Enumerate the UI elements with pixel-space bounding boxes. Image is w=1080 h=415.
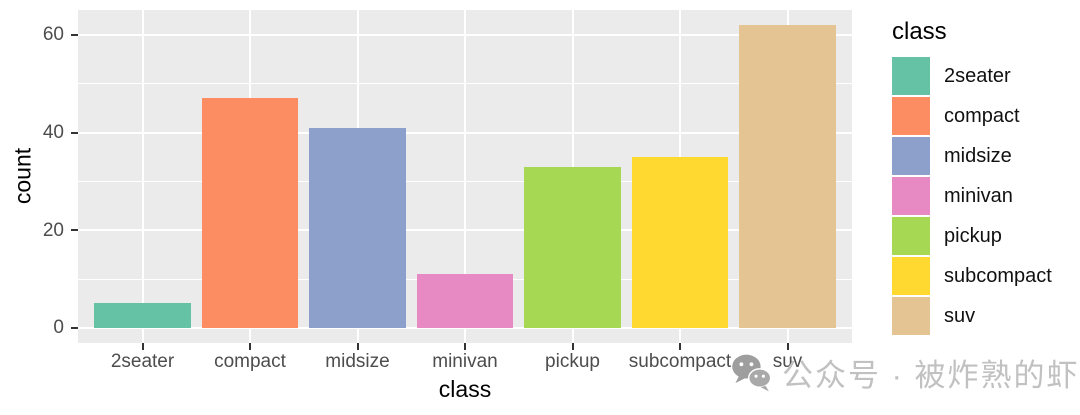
legend-key-suv [892, 297, 930, 335]
legend-title: class [892, 18, 947, 45]
legend-label: suv [944, 304, 976, 327]
legend: class 2seater compact midsize minivan pickup… [892, 18, 1052, 337]
y-axis-tick [71, 326, 78, 329]
watermark: 公众号 · 被炸熟的虾 [729, 350, 1080, 395]
legend-entries: 2seater compact midsize minivan pickup subcom… [892, 57, 1052, 335]
bar-midsize [309, 127, 406, 328]
wechat-icon [732, 354, 772, 391]
gridline-major-x [464, 10, 466, 343]
x-tick-label: midsize [325, 351, 390, 372]
x-tick-label: minivan [432, 351, 498, 372]
y-axis-tick [71, 229, 78, 232]
x-axis-tick [249, 343, 251, 350]
legend-entry-pickup: pickup [892, 217, 1052, 255]
x-axis-tick [141, 343, 144, 350]
x-tick-label: subcompact [628, 351, 732, 372]
bar-compact [201, 98, 299, 328]
bar-minivan [416, 274, 514, 328]
y-tick-label: 0 [53, 317, 64, 339]
x-axis-tick [786, 343, 789, 350]
x-tick-label: pickup [545, 351, 600, 372]
gridline-major-x [141, 10, 144, 343]
legend-label: subcompact [944, 264, 1052, 287]
y-axis-tick [71, 131, 78, 134]
plot-panel [78, 10, 852, 343]
x-axis-tick [464, 343, 466, 350]
bar-subcompact [631, 156, 729, 328]
bar-2seater [94, 303, 191, 328]
x-tick-label: compact [214, 351, 286, 372]
legend-key-2seater [892, 57, 930, 95]
legend-label: midsize [944, 144, 1012, 167]
x-axis-tick [679, 343, 681, 350]
legend-key-pickup [892, 217, 930, 255]
x-axis-tick [356, 343, 359, 350]
x-tick-label: suv [772, 351, 803, 372]
y-tick-label: 60 [42, 24, 64, 46]
bar-pickup [524, 166, 621, 328]
x-axis-tick [571, 343, 574, 350]
legend-entry-subcompact: subcompact [892, 257, 1052, 295]
y-axis-tick [71, 33, 78, 36]
legend-label: minivan [944, 184, 1013, 207]
legend-key-compact [892, 97, 930, 135]
legend-key-minivan [892, 177, 930, 215]
legend-key-midsize [892, 137, 930, 175]
legend-entry-suv: suv [892, 297, 1052, 335]
bar-suv [739, 25, 836, 328]
legend-entry-midsize: midsize [892, 137, 1052, 175]
legend-label: compact [944, 104, 1020, 127]
legend-label: pickup [944, 224, 1002, 247]
y-tick-label: 40 [42, 122, 64, 144]
watermark-text: 公众号 · 被炸熟的虾 [782, 358, 1080, 393]
y-axis-title: count [9, 147, 36, 205]
x-tick-label: 2seater [110, 351, 175, 372]
legend-key-subcompact [892, 257, 930, 295]
x-axis-title: class [438, 376, 492, 402]
legend-entry-compact: compact [892, 97, 1052, 135]
legend-entry-minivan: minivan [892, 177, 1052, 215]
legend-label: 2seater [944, 64, 1011, 87]
y-tick-label: 20 [42, 219, 64, 241]
legend-entry-2seater: 2seater [892, 57, 1052, 95]
